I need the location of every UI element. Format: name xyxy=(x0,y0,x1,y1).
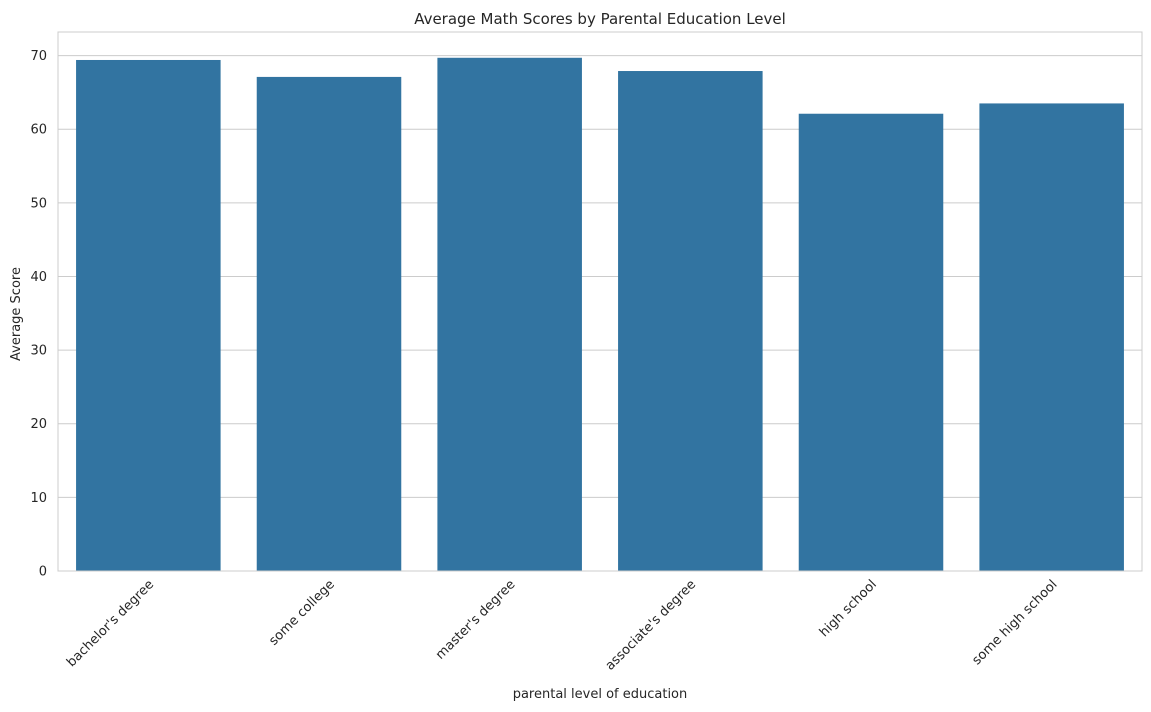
gridlines xyxy=(58,55,1142,572)
y-tick-label: 10 xyxy=(30,491,47,506)
y-tick-label: 30 xyxy=(30,344,47,359)
x-tick-label: associate's degree xyxy=(603,577,699,673)
y-tick-label: 70 xyxy=(30,49,47,64)
x-tick-label: some high school xyxy=(969,577,1060,668)
y-axis-ticks: 0 10 20 30 40 50 60 70 xyxy=(30,49,47,579)
x-axis-ticks: bachelor's degree some college master's de… xyxy=(64,577,1060,673)
y-tick-label: 0 xyxy=(39,565,47,580)
bar-5 xyxy=(979,103,1124,571)
x-tick-label: high school xyxy=(817,577,880,640)
y-tick-label: 50 xyxy=(30,196,47,211)
x-tick-label: some college xyxy=(266,577,337,648)
x-tick-label: master's degree xyxy=(433,577,518,662)
y-tick-label: 60 xyxy=(30,123,47,138)
bar-2 xyxy=(437,57,582,572)
bar-1 xyxy=(256,76,402,572)
x-axis-label: parental level of education xyxy=(513,687,688,702)
bar-3 xyxy=(618,71,763,572)
y-tick-label: 20 xyxy=(30,417,47,432)
y-tick-label: 40 xyxy=(30,270,47,285)
y-axis-label: Average Score xyxy=(9,267,24,361)
x-tick-label: bachelor's degree xyxy=(64,577,157,670)
chart-title: Average Math Scores by Parental Educatio… xyxy=(414,10,786,28)
bar-0 xyxy=(76,59,221,572)
bars xyxy=(76,57,1124,572)
plot-frame xyxy=(57,31,1143,572)
bar-4 xyxy=(798,113,944,571)
